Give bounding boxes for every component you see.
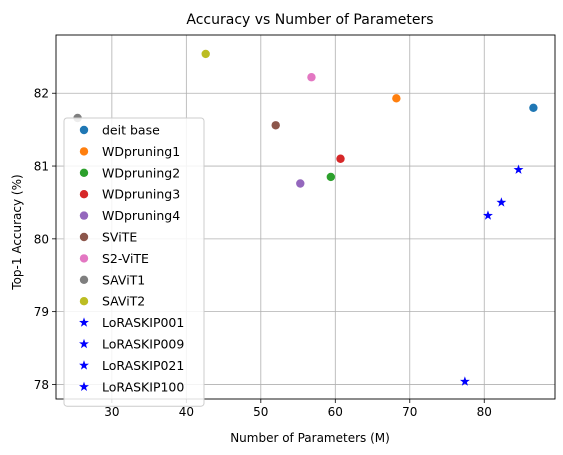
legend-label: LoRASKIP100 [102, 379, 184, 394]
data-point [296, 179, 305, 188]
legend-marker [79, 317, 89, 327]
legend-marker [79, 168, 89, 177]
data-point [483, 210, 493, 220]
data-point [201, 49, 210, 59]
x-tick-label: 60 [328, 405, 343, 419]
legend-marker [79, 360, 89, 370]
legend-marker [79, 232, 89, 242]
legend-label: SAViT2 [102, 294, 145, 309]
y-axis-ticks: 78 79 80 81 82 [34, 87, 56, 392]
legend-marker [79, 190, 89, 199]
x-tick-label: 50 [253, 405, 268, 419]
plot-frame [55, 34, 556, 400]
legend-label: LoRASKIP009 [102, 337, 184, 352]
data-point [271, 121, 280, 130]
x-tick-label: 70 [402, 405, 417, 419]
y-tick-label: 79 [34, 305, 49, 319]
legend-marker [79, 147, 89, 156]
legend-label: SViTE [102, 230, 137, 245]
y-tick-label: 81 [34, 160, 49, 174]
chart-title: Accuracy vs Number of Parameters [186, 12, 433, 28]
x-axis-label: Number of Parameters (M) [230, 431, 390, 445]
legend-marker [79, 211, 89, 220]
y-tick-label: 78 [34, 378, 49, 392]
x-tick-label: 40 [179, 405, 194, 419]
data-point [336, 154, 345, 163]
legend-label: WDpruning1 [102, 144, 180, 159]
x-tick-label: 80 [477, 405, 492, 419]
data-point [513, 164, 524, 174]
y-axis-label: Top-1 Accuracy (%) [10, 174, 24, 290]
x-tick-label: 30 [104, 405, 119, 419]
legend-marker [79, 254, 89, 263]
legend: deit base WDpruning1 WDpruning2 WDpruning3 W… [63, 117, 205, 407]
legend-label: WDpruning2 [102, 165, 180, 180]
legend-label: SAViT1 [102, 272, 145, 287]
data-point [307, 73, 316, 82]
legend-marker [79, 338, 89, 349]
legend-label: deit base [102, 123, 160, 138]
legend-label: LoRASKIP021 [102, 358, 184, 373]
data-point [459, 376, 470, 386]
data-point [529, 103, 538, 113]
legend-label: WDpruning3 [102, 187, 180, 202]
legend-marker [79, 275, 89, 284]
legend-marker [79, 125, 89, 135]
legend-label: S2-ViTE [102, 251, 149, 266]
data-point [392, 94, 401, 103]
legend-label: LoRASKIP001 [102, 315, 184, 330]
x-axis-ticks: 30 40 50 60 70 80 [104, 399, 492, 419]
y-tick-label: 80 [34, 232, 49, 246]
y-tick-label: 82 [34, 87, 49, 101]
legend-box [63, 117, 205, 407]
legend-marker [79, 381, 89, 392]
data-point [496, 197, 507, 207]
data-point [326, 172, 336, 182]
legend-marker [79, 297, 89, 306]
legend-label: WDpruning4 [102, 208, 180, 223]
